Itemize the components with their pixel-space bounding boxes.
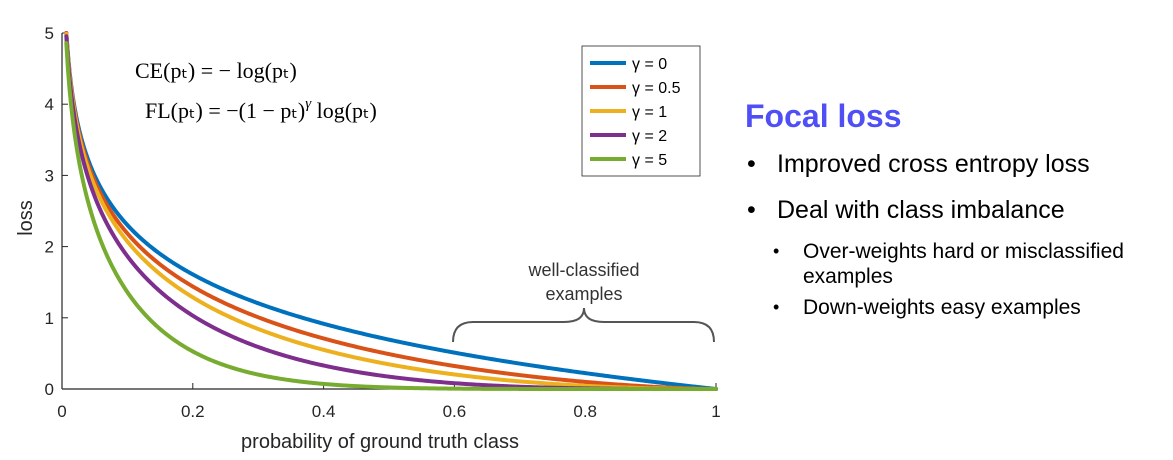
annotation-line2: examples [545,284,622,304]
x-tick-label: 0.8 [573,402,597,421]
sub-bullet-item: Over-weights hard or misclassified examp… [745,239,1170,289]
legend-label: γ = 2 [632,128,667,145]
ce-formula: CE(pₜ) = − log(pₜ) [135,58,297,83]
legend-label: γ = 1 [632,104,667,121]
annotation-brace [452,307,715,343]
x-axis-title: probability of ground truth class [241,431,519,453]
legend-label: γ = 5 [632,152,667,169]
x-tick-group: 0 0.2 0.4 0.6 0.8 1 [57,383,721,421]
bullet-item: Deal with class imbalance [745,195,1170,225]
y-tick-label: 0 [45,380,54,399]
y-tick-label: 5 [45,24,54,43]
x-tick-label: 0.2 [181,402,205,421]
x-tick-label: 1 [711,402,720,421]
fl-formula-left: FL(pₜ) = −(1 − pₜ) [145,98,305,123]
fl-formula-right: log(pₜ) [311,98,377,123]
series-lines [64,31,718,391]
y-tick-label: 1 [45,309,54,328]
x-tick-label: 0 [57,402,66,421]
well-classified-annotation: well-classified examples [452,260,715,343]
bullet-item: Improved cross entropy loss [745,149,1170,179]
legend-label: γ = 0.5 [632,80,681,97]
side-title: Focal loss [745,98,902,134]
x-tick-label: 0.4 [312,402,336,421]
annotation-line1: well-classified [527,260,639,280]
y-tick-label: 3 [45,166,54,185]
series-line-gamma-0-5 [64,31,718,391]
y-tick-group: 0 1 2 3 4 5 [45,24,68,399]
focal-loss-notes: Focal loss Improved cross entropy loss D… [745,98,1170,326]
series-line-gamma-0 [64,31,718,391]
series-line-gamma-5 [64,41,718,391]
legend-label: γ = 0 [632,56,667,73]
focal-loss-chart: 0 0.2 0.4 0.6 0.8 1 0 1 2 3 4 5 probability of gro… [15,24,721,453]
y-tick-label: 2 [45,238,54,257]
y-tick-label: 4 [45,95,54,114]
sub-bullet-item: Down-weights easy examples [745,295,1170,320]
sub-bullet-list: Over-weights hard or misclassified examp… [745,239,1170,320]
fl-formula: FL(pₜ) = −(1 − pₜ)γ log(pₜ) [145,96,377,123]
fl-formula-exponent: γ [305,96,312,112]
bullet-list: Improved cross entropy loss Deal with cl… [745,149,1170,225]
x-tick-label: 0.6 [443,402,467,421]
y-axis-title: loss [15,200,37,236]
legend: γ = 0 γ = 0.5 γ = 1 γ = 2 γ = 5 [581,45,701,177]
